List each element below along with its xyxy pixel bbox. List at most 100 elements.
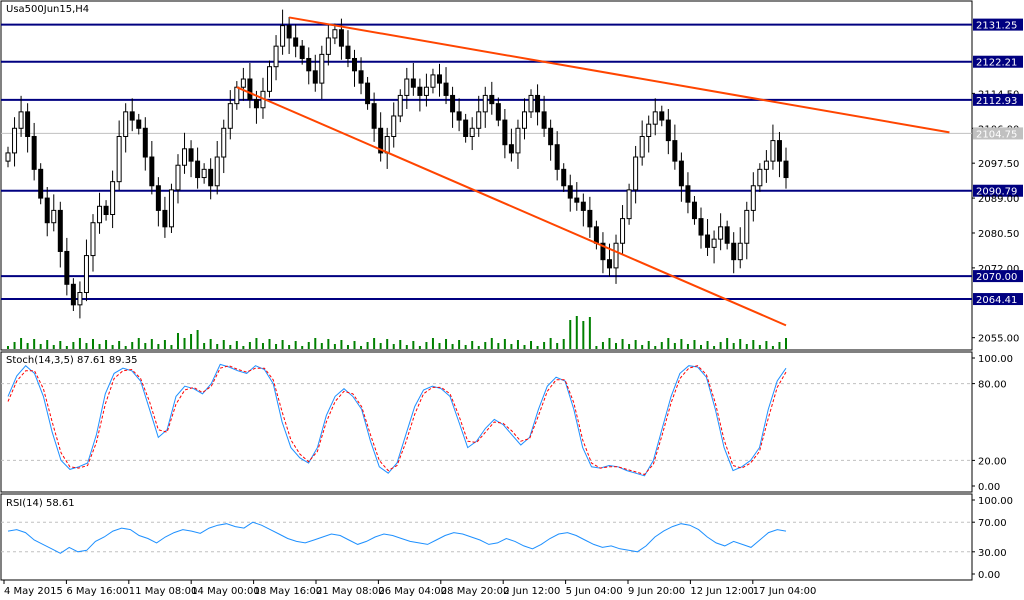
candle-body — [57, 209, 63, 252]
candle-body — [502, 119, 508, 146]
candle-body — [548, 127, 554, 146]
y-tick-label: 2055.00 — [978, 334, 1019, 345]
candle-body — [665, 119, 671, 142]
candle-body — [476, 111, 482, 129]
candle-body — [110, 181, 116, 216]
level-label: 2070.00 — [976, 272, 1017, 283]
candle-body — [221, 127, 227, 158]
candle-body — [162, 209, 168, 228]
candle-body — [123, 111, 129, 137]
stoch-main-line — [7, 363, 787, 477]
candle-body — [201, 168, 207, 179]
candle-body — [116, 135, 122, 183]
x-tick-label: 18 May 16:00 — [254, 586, 323, 597]
level-box — [973, 18, 1023, 31]
level-label: 2064.41 — [976, 295, 1017, 306]
y-tick-label: 2072.00 — [978, 264, 1019, 275]
candle-body — [770, 140, 776, 162]
candle-body — [352, 57, 358, 72]
candle-body — [227, 103, 233, 129]
x-tick-label: 28 May 20:00 — [441, 586, 510, 597]
candle-body — [744, 209, 750, 244]
candle-body — [626, 189, 632, 220]
upper-trendline — [288, 16, 950, 134]
candle-body — [672, 140, 678, 162]
candle-body — [776, 140, 782, 162]
candle-body — [724, 226, 730, 244]
candle-body — [443, 82, 449, 96]
level-box — [973, 55, 1023, 68]
x-tick-label: 2 Jun 12:00 — [503, 586, 560, 597]
candle-body — [535, 94, 541, 113]
stoch-tick-label: 80.00 — [978, 380, 1007, 391]
candle-body — [561, 168, 567, 187]
candle-body — [286, 25, 292, 39]
candle-body — [757, 168, 763, 187]
candle-body — [639, 135, 645, 158]
level-label: 2090.79 — [976, 187, 1017, 198]
candle-body — [469, 127, 475, 137]
candle-body — [750, 185, 756, 211]
candle-body — [306, 57, 312, 72]
stoch-signal-line — [7, 365, 787, 476]
candle-body — [44, 197, 50, 224]
x-tick-label: 6 May 16:00 — [66, 586, 128, 597]
candle-body — [678, 160, 684, 187]
candle-body — [436, 74, 442, 84]
candle-body — [646, 123, 652, 137]
candle-body — [456, 111, 462, 121]
candle-body — [253, 99, 259, 109]
rsi-tick-label: 0.00 — [978, 570, 1000, 581]
candle-body — [371, 103, 377, 129]
candle-body — [515, 127, 521, 154]
candle-body — [541, 111, 547, 129]
x-tick-label: 9 Jun 20:00 — [628, 586, 685, 597]
stoch-tick-label: 0.00 — [978, 482, 1000, 493]
candle-body — [606, 259, 612, 269]
candle-body — [325, 37, 331, 55]
x-tick-label: 5 Jun 04:00 — [566, 586, 623, 597]
candle-body — [783, 160, 789, 179]
candle-body — [600, 242, 606, 261]
candle-body — [763, 160, 769, 170]
candle-body — [293, 37, 299, 47]
candle-body — [633, 156, 639, 191]
rsi-tick-label: 100.00 — [978, 496, 1013, 507]
candle-body — [38, 168, 44, 199]
candle-body — [280, 25, 286, 47]
candle-body — [430, 74, 436, 88]
candle-body — [410, 78, 416, 88]
candle-body — [718, 226, 724, 240]
level-label: 2122.21 — [976, 58, 1017, 69]
candle-body — [737, 242, 743, 261]
candle-body — [731, 242, 737, 261]
x-tick-label: 14 May 00:00 — [191, 586, 260, 597]
candle-body — [149, 156, 155, 187]
y-tick-label: 2097.50 — [978, 159, 1019, 170]
chart-title: Usa500Jun15,H4 — [6, 4, 89, 15]
candle-body — [378, 127, 384, 154]
candle-body — [129, 111, 135, 121]
candle-body — [613, 242, 619, 269]
candle-body — [97, 205, 103, 224]
candle-body — [345, 45, 351, 59]
stoch-title: Stoch(14,3,5) 87.61 89.35 — [6, 355, 137, 366]
candle-body — [450, 94, 456, 113]
candle-body — [136, 119, 142, 129]
candle-body — [214, 156, 220, 187]
candle-body — [103, 205, 109, 216]
candle-body — [273, 45, 279, 68]
candle-body — [652, 111, 658, 125]
level-box — [973, 293, 1023, 306]
candle-body — [574, 197, 580, 203]
candle-body — [64, 250, 70, 285]
candle-body — [77, 292, 83, 306]
candle-body — [155, 185, 161, 211]
candle-body — [5, 152, 11, 162]
candle-body — [691, 201, 697, 220]
candle-body — [25, 111, 31, 137]
y-tick-label: 2080.50 — [978, 229, 1019, 240]
level-label: 2112.93 — [976, 96, 1017, 107]
candle-body — [528, 94, 534, 113]
